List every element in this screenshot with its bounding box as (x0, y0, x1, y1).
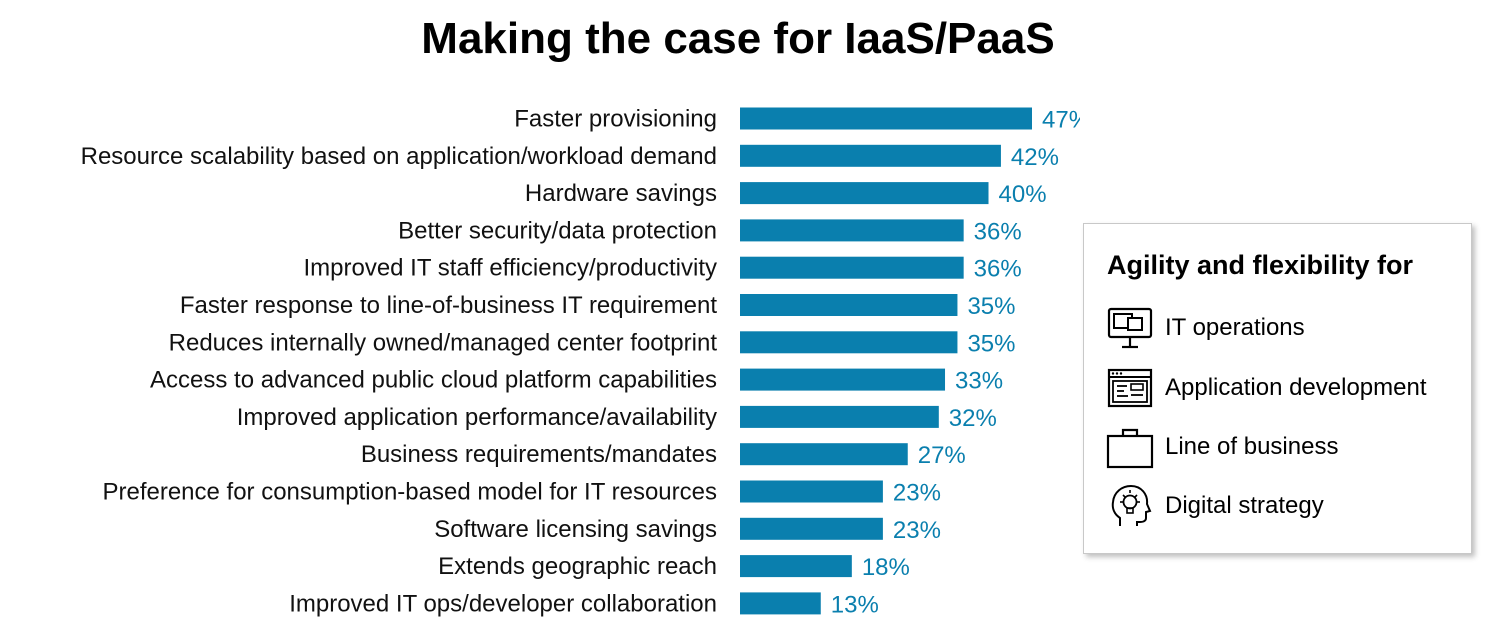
head-lightbulb-icon (1111, 484, 1152, 526)
category-label: Preference for consumption-based model f… (102, 479, 717, 506)
legend-label: Application development (1165, 374, 1427, 401)
category-label: Extends geographic reach (438, 553, 717, 580)
bar (740, 144, 1001, 167)
value-label: 18% (862, 554, 910, 581)
value-label: 23% (893, 480, 941, 507)
bar (740, 182, 989, 205)
desktop-computer-icon (1107, 307, 1153, 349)
legend-box: Agility and flexibility for IT operation… (1083, 223, 1472, 554)
value-label: 35% (967, 330, 1015, 357)
briefcase-icon (1106, 428, 1154, 469)
category-label: Improved IT staff efficiency/productivit… (303, 255, 717, 282)
legend-label: IT operations (1165, 314, 1305, 341)
category-label: Software licensing savings (434, 516, 717, 543)
value-label: 32% (949, 405, 997, 432)
category-label: Faster response to line-of-business IT r… (180, 292, 717, 319)
value-label: 23% (893, 517, 941, 544)
value-label: 36% (974, 218, 1022, 245)
value-label: 35% (967, 293, 1015, 320)
bar (740, 592, 821, 615)
bar (740, 517, 883, 540)
category-label: Access to advanced public cloud platform… (150, 367, 717, 394)
bar-chart: Faster provisioning 47% Resource scalabili… (81, 106, 1080, 619)
value-label: 13% (831, 591, 879, 618)
category-label: Faster provisioning (514, 106, 717, 133)
value-label: 27% (918, 442, 966, 469)
bar (740, 443, 908, 466)
category-label: Business requirements/mandates (361, 441, 717, 468)
category-label: Resource scalability based on applicatio… (81, 143, 717, 170)
value-label: 36% (974, 256, 1022, 283)
legend-label: Digital strategy (1165, 492, 1324, 519)
value-label: 40% (999, 181, 1047, 208)
category-label: Improved IT ops/developer collaboration (289, 590, 717, 617)
category-label: Hardware savings (525, 180, 717, 207)
value-label: 42% (1011, 144, 1059, 171)
legend-heading: Agility and flexibility for (1107, 250, 1414, 280)
bar (740, 331, 958, 354)
legend-label: Line of business (1165, 433, 1339, 460)
bar (740, 107, 1032, 130)
bar (740, 219, 964, 242)
bar (740, 256, 964, 279)
value-label: 47% (1042, 107, 1080, 134)
category-label: Better security/data protection (398, 217, 717, 244)
value-label: 33% (955, 368, 1003, 395)
code-window-icon (1107, 368, 1153, 408)
bar (740, 555, 852, 578)
category-label: Reduces internally owned/managed center … (169, 329, 718, 356)
bar (740, 480, 883, 503)
bar (740, 405, 939, 428)
bar (740, 294, 958, 316)
bar (740, 368, 946, 391)
chart-title: Making the case for IaaS/PaaS (421, 14, 1055, 63)
category-label: Improved application performance/availab… (237, 404, 717, 431)
